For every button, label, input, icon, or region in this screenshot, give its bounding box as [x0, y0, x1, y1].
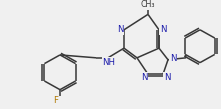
Text: F: F — [53, 96, 59, 105]
Text: N: N — [170, 54, 176, 63]
Text: CH₃: CH₃ — [141, 0, 155, 9]
Text: N: N — [117, 25, 123, 34]
Text: N: N — [164, 73, 170, 82]
Text: N: N — [160, 25, 166, 34]
Text: NH: NH — [103, 58, 116, 67]
Text: N: N — [141, 73, 147, 82]
